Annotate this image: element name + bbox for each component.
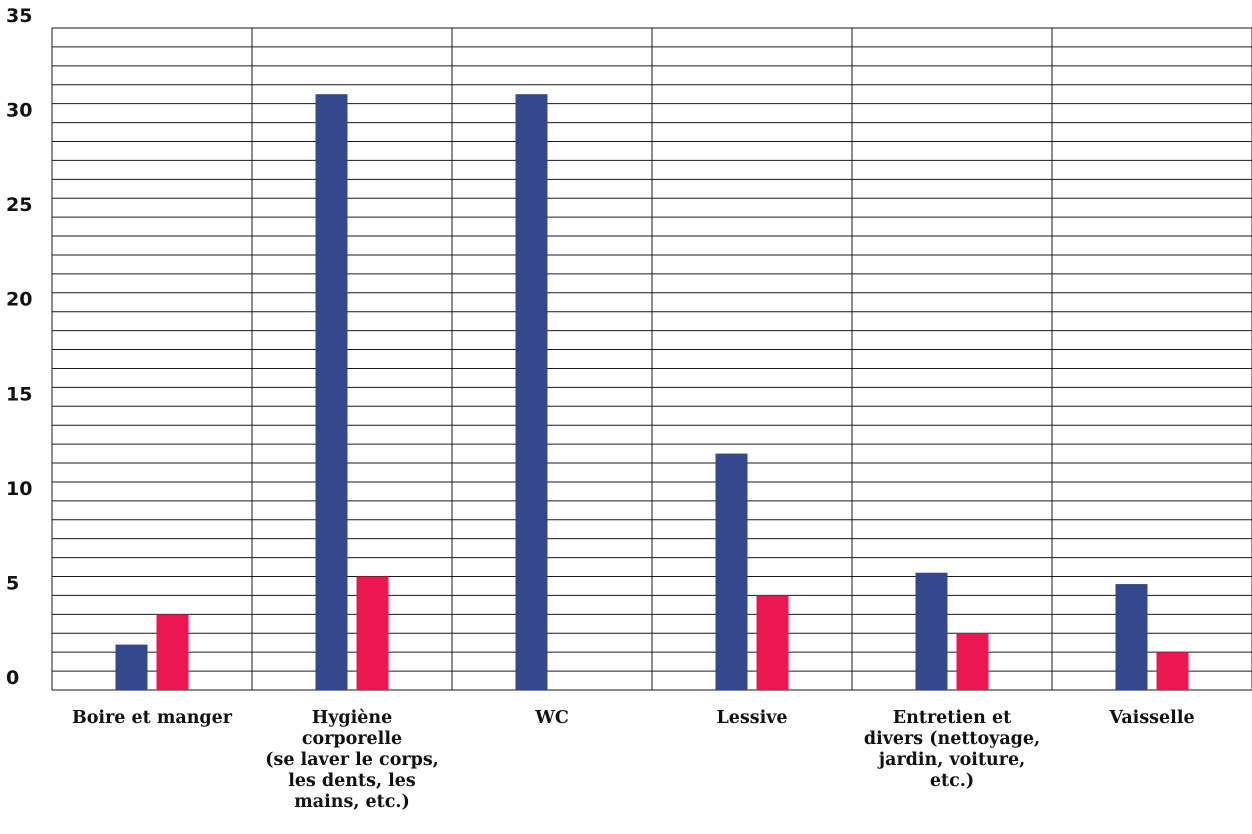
bar-series-1-5: [915, 572, 948, 690]
bars: [115, 94, 1189, 690]
y-tick-label: 10: [6, 478, 32, 500]
y-axis-tick-labels: 0 5 10 15 20 25 30 35: [6, 5, 32, 689]
bar-series-1-1: [115, 644, 148, 690]
bar-series-1-3: [515, 94, 548, 690]
bar-series-2-2: [356, 576, 389, 690]
x-category-label: Boire et manger: [71, 708, 233, 728]
bar-series-2-6: [1156, 652, 1189, 690]
y-tick-label: 20: [6, 289, 32, 311]
y-tick-label: 35: [6, 5, 32, 27]
x-category-label: Entretien et divers (nettoyage, jardin, …: [863, 708, 1041, 791]
y-tick-label: 15: [6, 383, 32, 405]
x-category-label: Hygiène corporelle (se laver le corps, l…: [265, 708, 439, 812]
y-tick-label: 25: [6, 194, 32, 216]
bar-series-1-2: [315, 94, 348, 690]
x-category-label: Lessive: [716, 708, 788, 728]
x-category-label: Vaisselle: [1109, 708, 1195, 728]
bar-series-1-6: [1115, 584, 1148, 690]
bar-series-2-4: [756, 595, 789, 690]
x-category-label: WC: [535, 708, 569, 728]
gridlines: [51, 27, 1252, 691]
y-tick-label: 0: [6, 667, 19, 689]
y-tick-label: 5: [6, 572, 19, 594]
y-tick-label: 30: [6, 100, 32, 122]
bar-series-1-4: [715, 453, 748, 690]
bar-series-2-5: [956, 633, 989, 690]
bar-series-2-1: [156, 614, 189, 690]
